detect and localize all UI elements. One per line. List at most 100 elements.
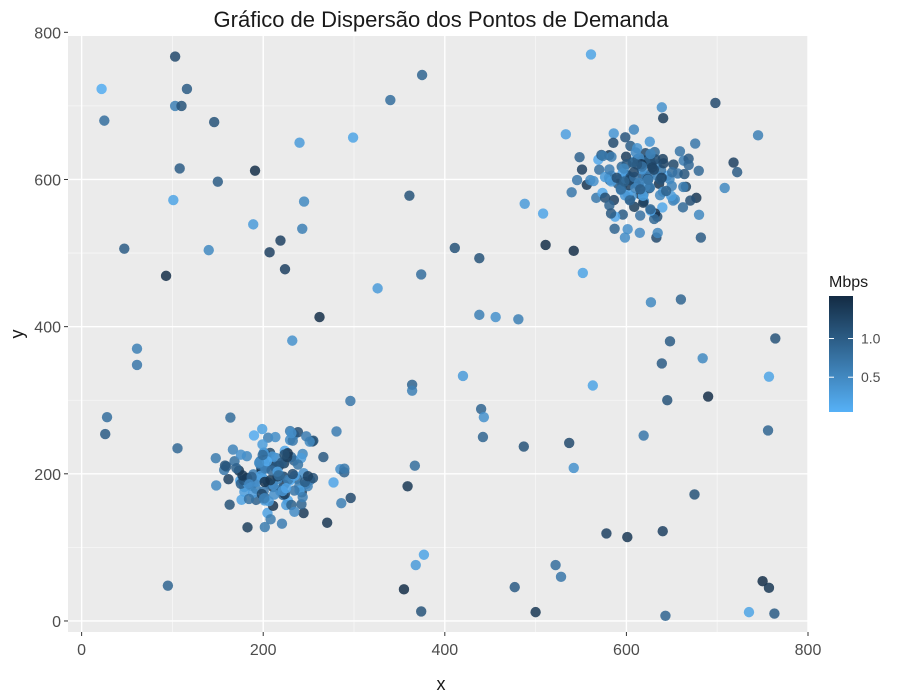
legend-tick-label: 1.0 [861, 331, 881, 347]
data-point [286, 427, 297, 439]
data-point [248, 430, 260, 441]
data-point [410, 559, 421, 571]
data-point [339, 463, 350, 474]
data-point [257, 423, 268, 435]
data-point [297, 223, 308, 234]
data-point [249, 165, 261, 176]
data-point [172, 443, 183, 454]
data-point [628, 167, 639, 178]
data-point [605, 208, 617, 219]
data-point [620, 132, 631, 143]
data-point [606, 151, 617, 163]
data-point [265, 514, 276, 525]
data-point [242, 522, 253, 533]
data-point [279, 449, 290, 460]
legend-tick-label: 0.5 [861, 369, 881, 385]
data-point [624, 195, 636, 206]
legend-colorbar [829, 296, 853, 412]
y-tick-label: 200 [34, 467, 61, 484]
data-point [679, 168, 690, 180]
data-point [409, 460, 421, 471]
data-point [321, 517, 333, 528]
data-point [287, 468, 298, 480]
data-point [276, 518, 288, 529]
data-point [345, 395, 356, 407]
data-point [289, 506, 300, 517]
data-point [244, 479, 255, 490]
data-point [660, 185, 672, 197]
data-point [697, 353, 708, 364]
data-point [518, 441, 530, 452]
data-point [457, 370, 469, 382]
data-point [587, 380, 599, 391]
data-point [608, 128, 619, 139]
data-point [227, 444, 239, 455]
x-tick-label: 800 [795, 642, 822, 659]
scatter-points [96, 49, 781, 622]
x-tick-label: 600 [613, 642, 640, 659]
data-point [762, 425, 774, 436]
data-point [644, 136, 655, 147]
data-point [259, 521, 271, 533]
data-point [235, 449, 247, 460]
data-point [634, 210, 646, 221]
data-point [594, 164, 605, 175]
data-point [628, 124, 640, 135]
data-point [620, 151, 632, 162]
y-tick-label: 800 [34, 25, 61, 42]
data-point [574, 151, 585, 163]
data-point [345, 492, 356, 504]
data-point [416, 606, 427, 617]
data-point [513, 314, 524, 325]
data-point [100, 428, 111, 440]
data-point [289, 485, 300, 496]
data-point [475, 403, 487, 415]
data-point [770, 333, 781, 344]
data-point [648, 213, 660, 225]
y-tick-label: 600 [34, 172, 61, 189]
data-point [566, 187, 577, 198]
data-point [675, 294, 687, 305]
data-point [273, 470, 284, 481]
data-point [336, 498, 347, 509]
data-point [677, 202, 689, 213]
data-point [210, 452, 221, 464]
data-point [642, 174, 654, 185]
data-point [693, 165, 704, 176]
data-point [449, 242, 460, 254]
data-point [99, 115, 110, 126]
x-axis-title: x [437, 674, 446, 694]
data-point [571, 174, 583, 186]
grid-lines [68, 36, 809, 632]
data-point [585, 49, 597, 60]
data-point [301, 431, 312, 442]
data-point [416, 69, 428, 81]
data-point [564, 437, 575, 449]
data-point [638, 430, 649, 441]
data-point [576, 164, 588, 175]
data-point [270, 431, 281, 443]
data-point [657, 525, 668, 537]
data-point [162, 580, 174, 591]
data-point [131, 343, 143, 354]
data-point [477, 431, 489, 443]
x-tick-label: 200 [250, 642, 277, 659]
data-point [298, 196, 310, 207]
data-point [287, 335, 298, 346]
plot-panel [68, 36, 808, 632]
data-point [203, 244, 214, 256]
data-point [292, 459, 304, 470]
data-point [674, 146, 686, 157]
data-point [568, 462, 579, 474]
data-point [223, 473, 234, 485]
y-tick-label: 0 [52, 614, 61, 631]
data-point [224, 499, 235, 510]
y-tick-label: 400 [34, 320, 61, 337]
data-point [695, 232, 707, 243]
data-point [657, 202, 668, 213]
data-point [560, 129, 572, 140]
data-point [537, 208, 549, 219]
data-point [577, 267, 589, 279]
data-point [248, 219, 259, 230]
data-point [619, 232, 631, 243]
